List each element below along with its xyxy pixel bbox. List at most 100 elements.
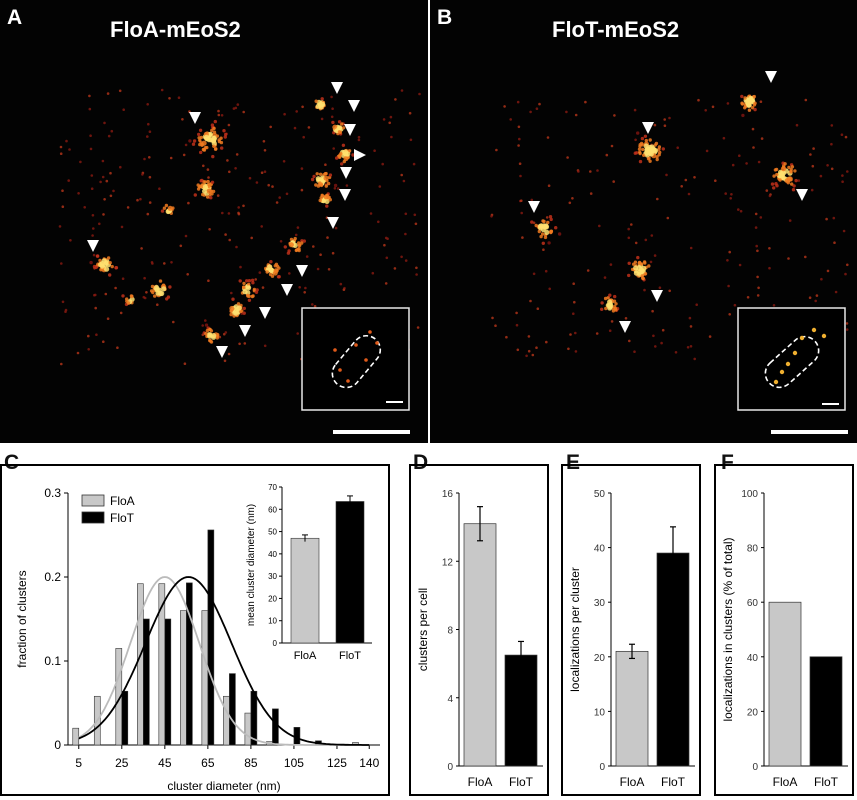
localization-dot: [313, 304, 317, 308]
localization-dot: [644, 138, 648, 143]
arrowhead-marker: [619, 321, 631, 333]
localization-dot: [339, 282, 343, 286]
localization-dot: [608, 329, 612, 333]
localization-dot: [158, 279, 163, 283]
localization-dot: [648, 138, 652, 142]
inset-y-tick-label: 70: [268, 483, 277, 492]
localization-dot: [610, 144, 614, 148]
localization-dot: [780, 166, 787, 172]
localization-dot: [315, 172, 319, 176]
localization-dot: [750, 106, 755, 110]
histogram-bar-flot: [186, 582, 193, 746]
localization-dot: [517, 125, 521, 129]
localization-dot: [529, 110, 532, 114]
localization-dot: [129, 294, 134, 298]
localization-dot: [305, 255, 309, 258]
localization-dot: [819, 174, 823, 178]
localization-dot: [642, 260, 647, 264]
localization-dot: [633, 265, 639, 271]
localization-dot: [323, 172, 328, 176]
micrograph-a: [0, 0, 428, 443]
localization-dot: [797, 179, 801, 182]
localization-dot: [641, 147, 645, 152]
localization-dot: [338, 153, 342, 157]
legend-swatch-flot: [81, 511, 105, 524]
localization-dot: [518, 137, 521, 141]
localization-dot: [327, 268, 331, 271]
localization-dot: [384, 282, 388, 285]
localization-dot: [229, 312, 233, 317]
localization-dot: [116, 346, 119, 350]
localization-dot: [661, 147, 665, 151]
localization-dot: [756, 275, 759, 279]
localization-dot: [274, 262, 279, 266]
localization-dot: [714, 179, 717, 182]
localization-dot: [661, 328, 665, 332]
localization-dot: [404, 259, 408, 262]
histogram-c: 0 0.1 0.2 0.3 5 25 45 65 85 105 125 140 cluster diam…: [0, 464, 390, 796]
arrowhead-marker: [340, 167, 352, 179]
localization-dot: [653, 123, 657, 127]
localization-dot: [415, 266, 418, 270]
y-tick-label: 20: [594, 653, 606, 664]
inset-localization-dot: [792, 350, 798, 356]
localization-dot: [224, 233, 227, 236]
x-tick-label: 140: [359, 756, 379, 770]
localization-dot: [87, 334, 90, 338]
y-tick-label: 0: [599, 762, 605, 773]
histogram-bar-flot: [272, 708, 279, 746]
localization-dot: [169, 156, 173, 160]
localization-dot: [148, 156, 151, 159]
localization-dot: [265, 270, 269, 274]
inset-y-tick-label: 60: [268, 505, 277, 514]
y-tick-label: 100: [741, 489, 758, 500]
localization-dot: [104, 292, 108, 296]
title-floa: FloA-mEoS2: [110, 17, 241, 42]
localization-dot: [239, 265, 242, 269]
x-tick-label: FloT: [661, 775, 686, 789]
localization-dot: [343, 155, 349, 162]
bar-floa: [768, 601, 802, 767]
localization-dot: [404, 232, 407, 236]
localization-dot: [140, 247, 143, 250]
inset-localization-dot: [368, 330, 372, 334]
localization-dot: [167, 205, 173, 211]
localization-dot: [772, 304, 776, 307]
localization-dot: [205, 328, 210, 333]
arrowhead-marker: [796, 189, 808, 201]
localization-dot: [693, 357, 696, 361]
panel-label-d: D: [413, 451, 429, 474]
localization-dot: [212, 144, 216, 148]
localization-dot: [184, 143, 188, 147]
localization-dot: [400, 255, 403, 259]
localization-dot: [727, 284, 730, 288]
localization-dot: [412, 162, 416, 166]
localization-dot: [282, 160, 286, 163]
y-axis-label: clusters per cell: [416, 588, 430, 671]
localization-dot: [844, 272, 847, 276]
localization-dot: [731, 163, 735, 167]
localization-dot: [324, 163, 327, 166]
inset-y-tick-label: 50: [268, 528, 277, 537]
localization-dot: [390, 135, 393, 139]
inset-localization-dot: [354, 343, 358, 347]
localization-dot: [330, 95, 333, 99]
localization-dot: [94, 306, 97, 310]
localization-dot: [613, 294, 617, 299]
localization-dot: [330, 115, 334, 119]
localization-dot: [600, 301, 604, 305]
localization-dot: [212, 126, 216, 131]
localization-dot: [246, 293, 250, 298]
localization-dot: [565, 110, 568, 114]
inset-y-axis-label: mean cluster diameter (nm): [246, 504, 257, 626]
localization-dot: [644, 238, 648, 242]
localization-dot: [226, 159, 229, 162]
localization-dot: [826, 164, 829, 167]
localization-dot: [336, 125, 342, 131]
y-tick-label: 40: [594, 544, 606, 555]
localization-dot: [840, 133, 844, 136]
localization-dot: [649, 260, 653, 264]
localization-dot: [162, 206, 167, 210]
localization-dot: [752, 146, 755, 149]
localization-dot: [653, 254, 657, 257]
